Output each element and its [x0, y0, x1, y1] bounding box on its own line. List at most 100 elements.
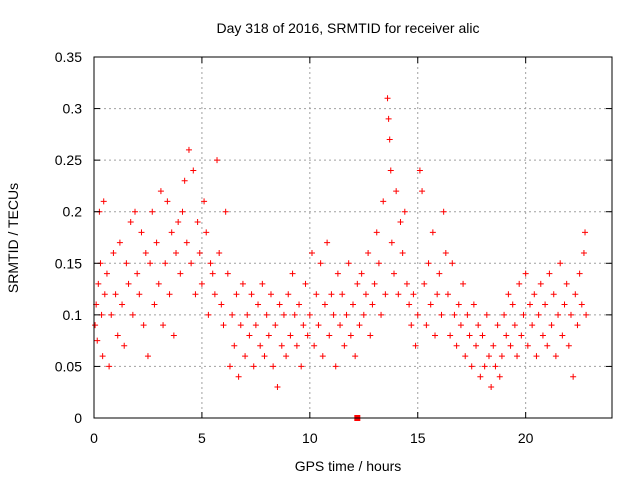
data-point	[385, 115, 392, 122]
data-point	[185, 146, 192, 153]
data-point	[302, 280, 309, 287]
data-point	[537, 280, 544, 287]
data-point	[188, 260, 195, 267]
data-point	[306, 311, 313, 318]
data-point	[244, 311, 251, 318]
data-point	[382, 291, 389, 298]
data-point	[250, 363, 257, 370]
data-point	[535, 311, 542, 318]
data-point	[436, 270, 443, 277]
chart-points	[92, 95, 590, 421]
data-point	[425, 260, 432, 267]
data-point	[561, 301, 568, 308]
data-point	[209, 270, 216, 277]
data-point	[583, 311, 590, 318]
data-point	[108, 311, 115, 318]
data-point	[341, 342, 348, 349]
data-point	[505, 291, 512, 298]
data-point	[229, 311, 236, 318]
data-point	[492, 363, 499, 370]
data-point	[283, 353, 290, 360]
data-point	[330, 311, 337, 318]
data-point	[550, 291, 557, 298]
data-point	[313, 291, 320, 298]
x-tick-label: 20	[518, 430, 534, 446]
data-point	[144, 353, 151, 360]
data-point	[110, 249, 117, 256]
data-point	[304, 332, 311, 339]
data-point	[511, 322, 518, 329]
data-point	[173, 249, 180, 256]
data-point	[447, 332, 454, 339]
data-point	[475, 322, 482, 329]
data-point	[263, 311, 270, 318]
data-point	[175, 219, 182, 226]
data-point	[457, 322, 464, 329]
data-point	[291, 311, 298, 318]
data-point	[365, 249, 372, 256]
data-point	[160, 322, 167, 329]
data-point	[129, 311, 136, 318]
data-point	[386, 136, 393, 143]
y-tick-label: 0.1	[63, 307, 83, 323]
data-point	[106, 363, 113, 370]
data-point	[462, 353, 469, 360]
data-point	[539, 332, 546, 339]
data-point	[337, 322, 344, 329]
data-point	[524, 342, 531, 349]
data-point	[578, 301, 585, 308]
data-point	[559, 332, 566, 339]
data-point	[438, 311, 445, 318]
data-point	[136, 291, 143, 298]
data-point	[522, 270, 529, 277]
data-point	[432, 332, 439, 339]
data-point	[339, 291, 346, 298]
data-point	[468, 363, 475, 370]
data-point	[362, 291, 369, 298]
data-point	[509, 301, 516, 308]
data-point	[298, 363, 305, 370]
data-point	[179, 208, 186, 215]
data-point	[92, 322, 99, 329]
data-point	[570, 373, 577, 380]
data-point	[520, 311, 527, 318]
data-point	[375, 260, 382, 267]
data-point	[358, 270, 365, 277]
data-point	[345, 260, 352, 267]
data-point	[369, 301, 376, 308]
data-point	[224, 270, 231, 277]
data-point	[416, 167, 423, 174]
data-point	[514, 353, 521, 360]
data-point	[278, 342, 285, 349]
data-point	[373, 229, 380, 236]
data-point	[261, 353, 268, 360]
data-point	[235, 373, 242, 380]
data-point	[287, 332, 294, 339]
data-point	[350, 301, 356, 308]
data-point	[494, 322, 501, 329]
data-point	[319, 353, 326, 360]
data-point	[205, 311, 212, 318]
data-point	[572, 291, 579, 298]
data-point	[237, 322, 244, 329]
data-point	[380, 198, 387, 205]
data-point	[255, 301, 262, 308]
data-point	[259, 280, 266, 287]
data-point	[460, 280, 467, 287]
data-point	[444, 291, 451, 298]
data-point	[388, 239, 395, 246]
data-point	[343, 311, 350, 318]
data-point	[414, 311, 421, 318]
data-point	[196, 249, 203, 256]
data-point	[162, 260, 169, 267]
data-point	[166, 291, 173, 298]
data-point	[401, 208, 408, 215]
data-point	[265, 332, 272, 339]
data-point	[242, 353, 249, 360]
data-point	[267, 291, 274, 298]
data-point	[488, 384, 495, 391]
data-point	[557, 260, 564, 267]
data-point	[449, 260, 456, 267]
data-point	[574, 322, 581, 329]
data-point	[272, 322, 279, 329]
